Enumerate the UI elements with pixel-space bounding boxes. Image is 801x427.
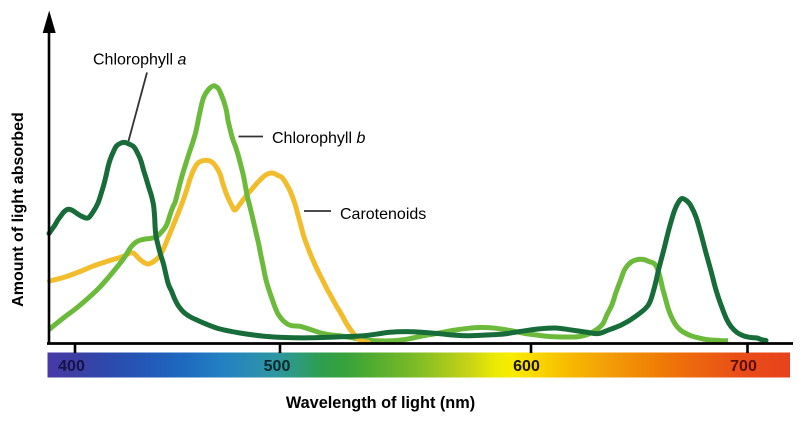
svg-text:700: 700 bbox=[730, 358, 757, 375]
svg-text:Amount of light absorbed: Amount of light absorbed bbox=[10, 112, 27, 307]
svg-text:600: 600 bbox=[513, 358, 540, 375]
svg-text:Chlorophyll a: Chlorophyll a bbox=[93, 52, 186, 69]
svg-text:Wavelength of light (nm): Wavelength of light (nm) bbox=[286, 394, 475, 412]
svg-text:500: 500 bbox=[264, 358, 291, 375]
svg-text:Chlorophyll b: Chlorophyll b bbox=[272, 130, 365, 147]
svg-text:400: 400 bbox=[58, 358, 85, 375]
svg-text:Carotenoids: Carotenoids bbox=[340, 206, 426, 223]
